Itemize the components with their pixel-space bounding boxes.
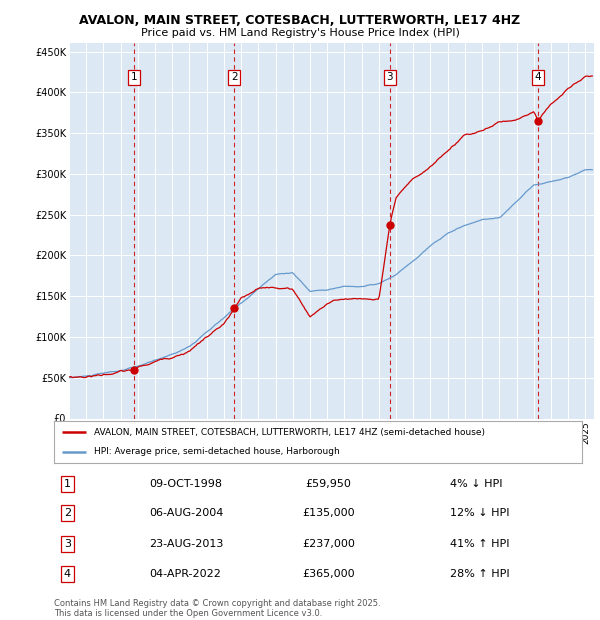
Text: AVALON, MAIN STREET, COTESBACH, LUTTERWORTH, LE17 4HZ (semi-detached house): AVALON, MAIN STREET, COTESBACH, LUTTERWO… [94, 428, 485, 437]
Text: 41% ↑ HPI: 41% ↑ HPI [450, 539, 509, 549]
Text: 12% ↓ HPI: 12% ↓ HPI [450, 508, 509, 518]
Text: £237,000: £237,000 [302, 539, 355, 549]
Text: 3: 3 [64, 539, 71, 549]
Text: 1: 1 [64, 479, 71, 489]
Text: Price paid vs. HM Land Registry's House Price Index (HPI): Price paid vs. HM Land Registry's House … [140, 28, 460, 38]
Text: £365,000: £365,000 [302, 569, 355, 579]
Text: 2: 2 [64, 508, 71, 518]
Text: 4: 4 [535, 72, 541, 82]
Text: 1: 1 [131, 72, 137, 82]
Text: 23-AUG-2013: 23-AUG-2013 [149, 539, 223, 549]
Text: 06-AUG-2004: 06-AUG-2004 [149, 508, 223, 518]
Text: £59,950: £59,950 [305, 479, 352, 489]
Text: 28% ↑ HPI: 28% ↑ HPI [450, 569, 509, 579]
Text: £135,000: £135,000 [302, 508, 355, 518]
Text: Contains HM Land Registry data © Crown copyright and database right 2025.
This d: Contains HM Land Registry data © Crown c… [54, 599, 380, 618]
Text: 4: 4 [64, 569, 71, 579]
Text: 2: 2 [231, 72, 238, 82]
Text: 3: 3 [386, 72, 393, 82]
Text: AVALON, MAIN STREET, COTESBACH, LUTTERWORTH, LE17 4HZ: AVALON, MAIN STREET, COTESBACH, LUTTERWO… [79, 14, 521, 27]
Text: 4% ↓ HPI: 4% ↓ HPI [450, 479, 503, 489]
Text: 04-APR-2022: 04-APR-2022 [149, 569, 221, 579]
Text: HPI: Average price, semi-detached house, Harborough: HPI: Average price, semi-detached house,… [94, 447, 340, 456]
Text: 09-OCT-1998: 09-OCT-1998 [149, 479, 222, 489]
